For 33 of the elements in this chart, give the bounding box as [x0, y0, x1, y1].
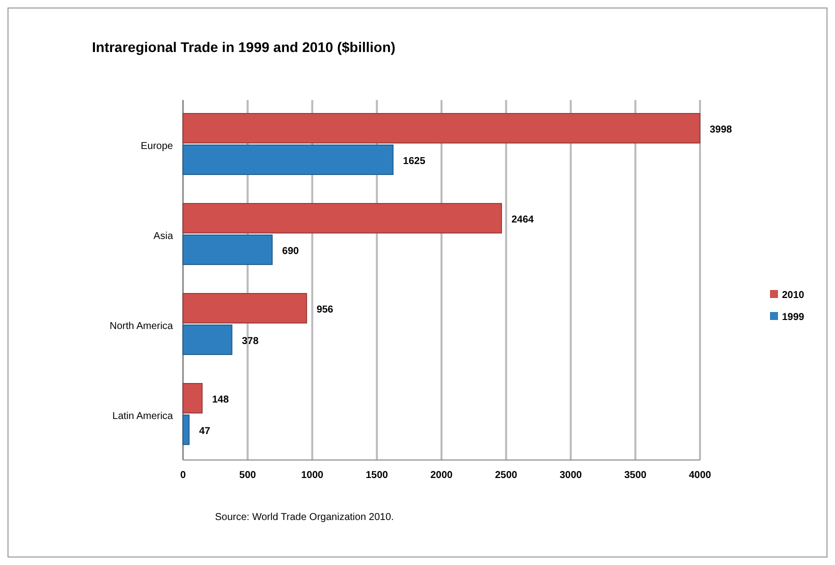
x-tick-label: 0: [180, 470, 186, 481]
data-label: 47: [199, 426, 211, 437]
x-tick-label: 4000: [688, 470, 712, 481]
legend-label: 2010: [782, 290, 805, 301]
data-label: 3998: [710, 124, 732, 136]
data-label: 378: [242, 336, 259, 347]
y-tick-label: Europe: [140, 141, 174, 152]
bar: [182, 383, 203, 414]
bar: [182, 113, 700, 144]
legend-label: 1999: [782, 312, 805, 323]
bar: [182, 234, 273, 265]
x-tick-label: 2000: [430, 470, 454, 481]
source-note: Source: World Trade Organization 2010.: [215, 512, 394, 523]
bar: [182, 144, 394, 175]
data-label: 2464: [511, 214, 534, 226]
x-tick-label: 1500: [366, 470, 388, 481]
data-label: 956: [316, 304, 334, 316]
x-tick-label: 2500: [495, 470, 518, 481]
x-tick-label: 3000: [560, 470, 582, 481]
bar: [182, 324, 232, 355]
y-tick-label: Latin America: [112, 411, 174, 422]
y-tick-label: Asia: [154, 231, 174, 242]
bar: [182, 203, 502, 234]
data-label: 1625: [403, 156, 426, 167]
chart-title: Intraregional Trade in 1999 and 2010 ($billion): [92, 39, 396, 55]
x-tick-label: 500: [239, 470, 256, 481]
x-tick-label: 1000: [301, 470, 324, 481]
data-label: 690: [282, 246, 300, 257]
data-label: 148: [212, 394, 230, 406]
bar: [182, 414, 190, 445]
y-tick-label: North America: [110, 321, 174, 332]
x-tick-label: 3500: [624, 470, 647, 481]
bar: [182, 293, 308, 324]
